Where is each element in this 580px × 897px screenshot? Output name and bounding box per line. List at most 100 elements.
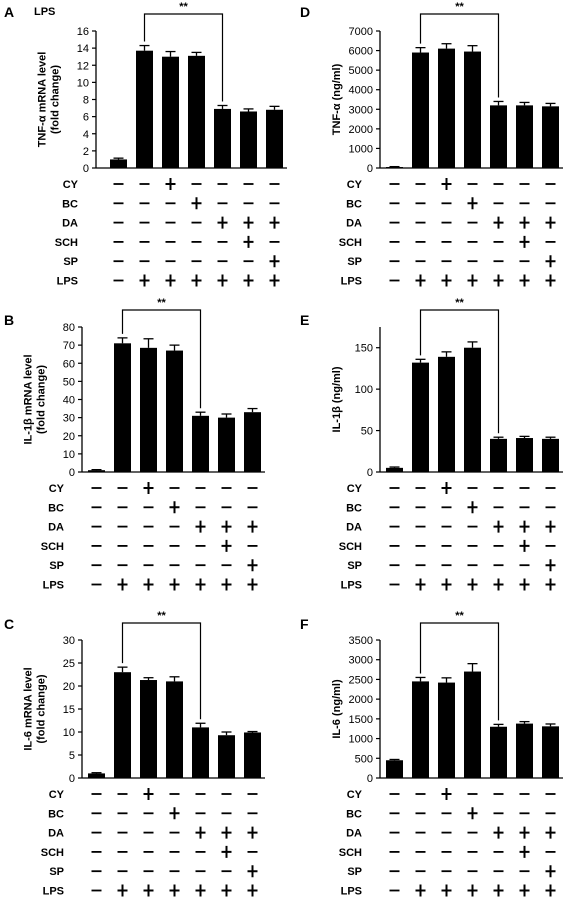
y-tick-label: 3000 bbox=[349, 655, 373, 667]
corner-label: LPS bbox=[34, 6, 55, 18]
plus-mark bbox=[247, 865, 258, 878]
plus-mark bbox=[217, 274, 228, 287]
bar bbox=[386, 467, 403, 472]
plus-mark bbox=[221, 578, 232, 591]
bar bbox=[162, 56, 179, 168]
y-tick-label: 500 bbox=[355, 753, 373, 765]
y-axis-label: IL-1β mRNA level(fold change) bbox=[22, 354, 47, 444]
treatment-row-label: SCH bbox=[41, 847, 64, 859]
y-tick-label: 1000 bbox=[349, 734, 373, 746]
bar bbox=[244, 412, 261, 472]
plus-mark bbox=[441, 274, 452, 287]
treatment-row-label: LPS bbox=[57, 276, 78, 288]
bar bbox=[438, 48, 455, 168]
panel-letter-c: C bbox=[4, 616, 14, 632]
plus-mark bbox=[519, 216, 530, 229]
bar bbox=[516, 438, 533, 472]
y-axis-label: IL-6 (ng/ml) bbox=[331, 679, 343, 739]
y-tick-label: 2000 bbox=[349, 694, 373, 706]
plus-mark bbox=[191, 274, 202, 287]
plus-mark bbox=[493, 578, 504, 591]
plus-mark bbox=[519, 274, 530, 287]
plus-mark bbox=[143, 482, 154, 494]
bar bbox=[490, 438, 507, 472]
significance-bracket bbox=[121, 309, 202, 409]
y-tick-label: 30 bbox=[63, 635, 75, 647]
treatment-row-label: BC bbox=[346, 502, 362, 514]
plus-mark bbox=[195, 884, 206, 897]
plus-mark bbox=[519, 578, 530, 591]
treatment-row-label: SCH bbox=[339, 237, 362, 249]
chart-panel-b: B 0 10 20 30 40 50 60 70 80 IL-1β mRNA level(fold … bbox=[4, 297, 265, 592]
bar bbox=[542, 726, 559, 778]
treatment-row-label: SP bbox=[49, 560, 64, 572]
y-tick-label: 3500 bbox=[349, 635, 373, 647]
bar bbox=[464, 671, 481, 778]
plus-mark bbox=[519, 845, 530, 858]
plus-mark bbox=[545, 274, 556, 287]
y-tick-label: 6000 bbox=[349, 46, 373, 58]
treatment-row-label: DA bbox=[346, 828, 362, 840]
treatment-row-label: SP bbox=[63, 256, 78, 268]
plus-mark bbox=[441, 178, 452, 190]
treatment-row-label: LPS bbox=[341, 276, 362, 288]
y-tick-label: 4000 bbox=[349, 85, 373, 97]
y-tick-label: 50 bbox=[361, 426, 373, 438]
plus-mark bbox=[545, 884, 556, 897]
plus-mark bbox=[247, 578, 258, 591]
bar bbox=[386, 167, 403, 169]
y-tick-label: 100 bbox=[355, 384, 373, 396]
plus-mark bbox=[545, 578, 556, 591]
significance-bracket bbox=[419, 622, 500, 721]
treatment-row-label: CY bbox=[63, 179, 79, 191]
y-tick-label: 10 bbox=[63, 449, 75, 461]
y-tick-label: 150 bbox=[355, 343, 373, 355]
y-tick-label: 20 bbox=[63, 431, 75, 443]
plus-mark bbox=[493, 520, 504, 533]
bar bbox=[464, 51, 481, 168]
y-tick-label: 4 bbox=[83, 129, 89, 141]
bar bbox=[490, 726, 507, 778]
treatment-row-label: DA bbox=[346, 218, 362, 230]
plus-mark bbox=[269, 216, 280, 229]
bar bbox=[438, 682, 455, 778]
bar bbox=[192, 727, 209, 778]
treatment-row-label: CY bbox=[347, 179, 363, 191]
bar bbox=[166, 350, 183, 472]
plus-mark bbox=[117, 578, 128, 591]
treatment-row-label: BC bbox=[62, 198, 78, 210]
plus-mark bbox=[519, 826, 530, 839]
plus-mark bbox=[545, 865, 556, 878]
y-tick-label: 7000 bbox=[349, 26, 373, 38]
plus-mark bbox=[269, 255, 280, 268]
treatment-row-label: BC bbox=[48, 808, 64, 820]
chart-panel-c: C 0 5 10 15 20 25 30 IL-6 mRNA level(fold change… bbox=[4, 610, 265, 897]
bar bbox=[114, 343, 131, 472]
plus-mark bbox=[247, 559, 258, 572]
plus-mark bbox=[195, 520, 206, 533]
plus-mark bbox=[169, 501, 180, 514]
plus-mark bbox=[467, 501, 478, 514]
panel-letter-e: E bbox=[300, 312, 309, 328]
panel-letter-f: F bbox=[300, 616, 309, 632]
plus-mark bbox=[247, 884, 258, 897]
y-tick-label: 2000 bbox=[349, 124, 373, 136]
bar bbox=[192, 415, 209, 472]
plus-mark bbox=[243, 216, 254, 229]
plus-mark bbox=[221, 826, 232, 839]
treatment-row-label: DA bbox=[62, 218, 78, 230]
y-tick-label: 0 bbox=[69, 467, 75, 479]
y-tick-label: 1000 bbox=[349, 143, 373, 155]
plus-mark bbox=[139, 274, 150, 287]
y-tick-label: 80 bbox=[63, 322, 75, 334]
plus-mark bbox=[243, 274, 254, 287]
panel-letter-b: B bbox=[4, 312, 14, 328]
plus-mark bbox=[545, 520, 556, 533]
treatment-row-label: CY bbox=[49, 789, 65, 801]
y-tick-label: 30 bbox=[63, 413, 75, 425]
plus-mark bbox=[467, 807, 478, 820]
plus-mark bbox=[441, 578, 452, 591]
treatment-row-label: LPS bbox=[341, 886, 362, 897]
plus-mark bbox=[493, 826, 504, 839]
treatment-row-label: SP bbox=[347, 866, 362, 878]
